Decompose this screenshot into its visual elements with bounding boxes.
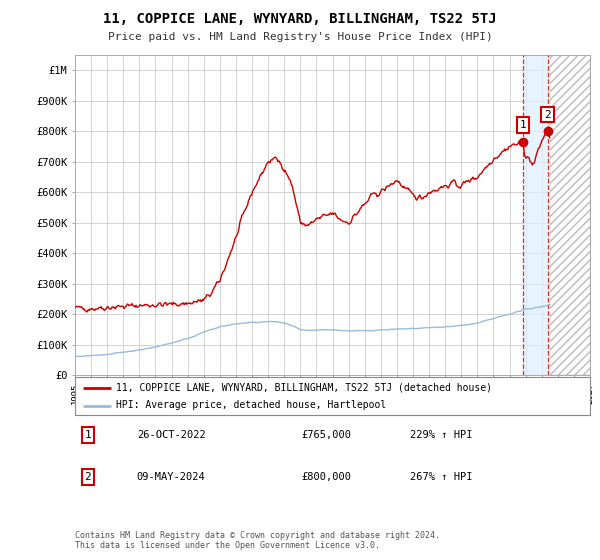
Text: Contains HM Land Registry data © Crown copyright and database right 2024.
This d: Contains HM Land Registry data © Crown c… — [75, 531, 440, 550]
Text: HPI: Average price, detached house, Hartlepool: HPI: Average price, detached house, Hart… — [116, 400, 386, 410]
Text: 11, COPPICE LANE, WYNYARD, BILLINGHAM, TS22 5TJ (detached house): 11, COPPICE LANE, WYNYARD, BILLINGHAM, T… — [116, 382, 492, 393]
Text: 229% ↑ HPI: 229% ↑ HPI — [410, 430, 472, 440]
Text: 11, COPPICE LANE, WYNYARD, BILLINGHAM, TS22 5TJ: 11, COPPICE LANE, WYNYARD, BILLINGHAM, T… — [103, 12, 497, 26]
Text: £800,000: £800,000 — [302, 472, 352, 482]
Text: £765,000: £765,000 — [302, 430, 352, 440]
Text: 1: 1 — [85, 430, 91, 440]
Text: 1: 1 — [520, 120, 526, 130]
Text: 267% ↑ HPI: 267% ↑ HPI — [410, 472, 472, 482]
Text: 2: 2 — [544, 110, 551, 120]
Text: 2: 2 — [85, 472, 91, 482]
Bar — [523, 55, 548, 375]
Text: 26-OCT-2022: 26-OCT-2022 — [137, 430, 206, 440]
Text: 09-MAY-2024: 09-MAY-2024 — [137, 472, 206, 482]
Bar — [550, 55, 590, 375]
Text: Price paid vs. HM Land Registry's House Price Index (HPI): Price paid vs. HM Land Registry's House … — [107, 32, 493, 42]
